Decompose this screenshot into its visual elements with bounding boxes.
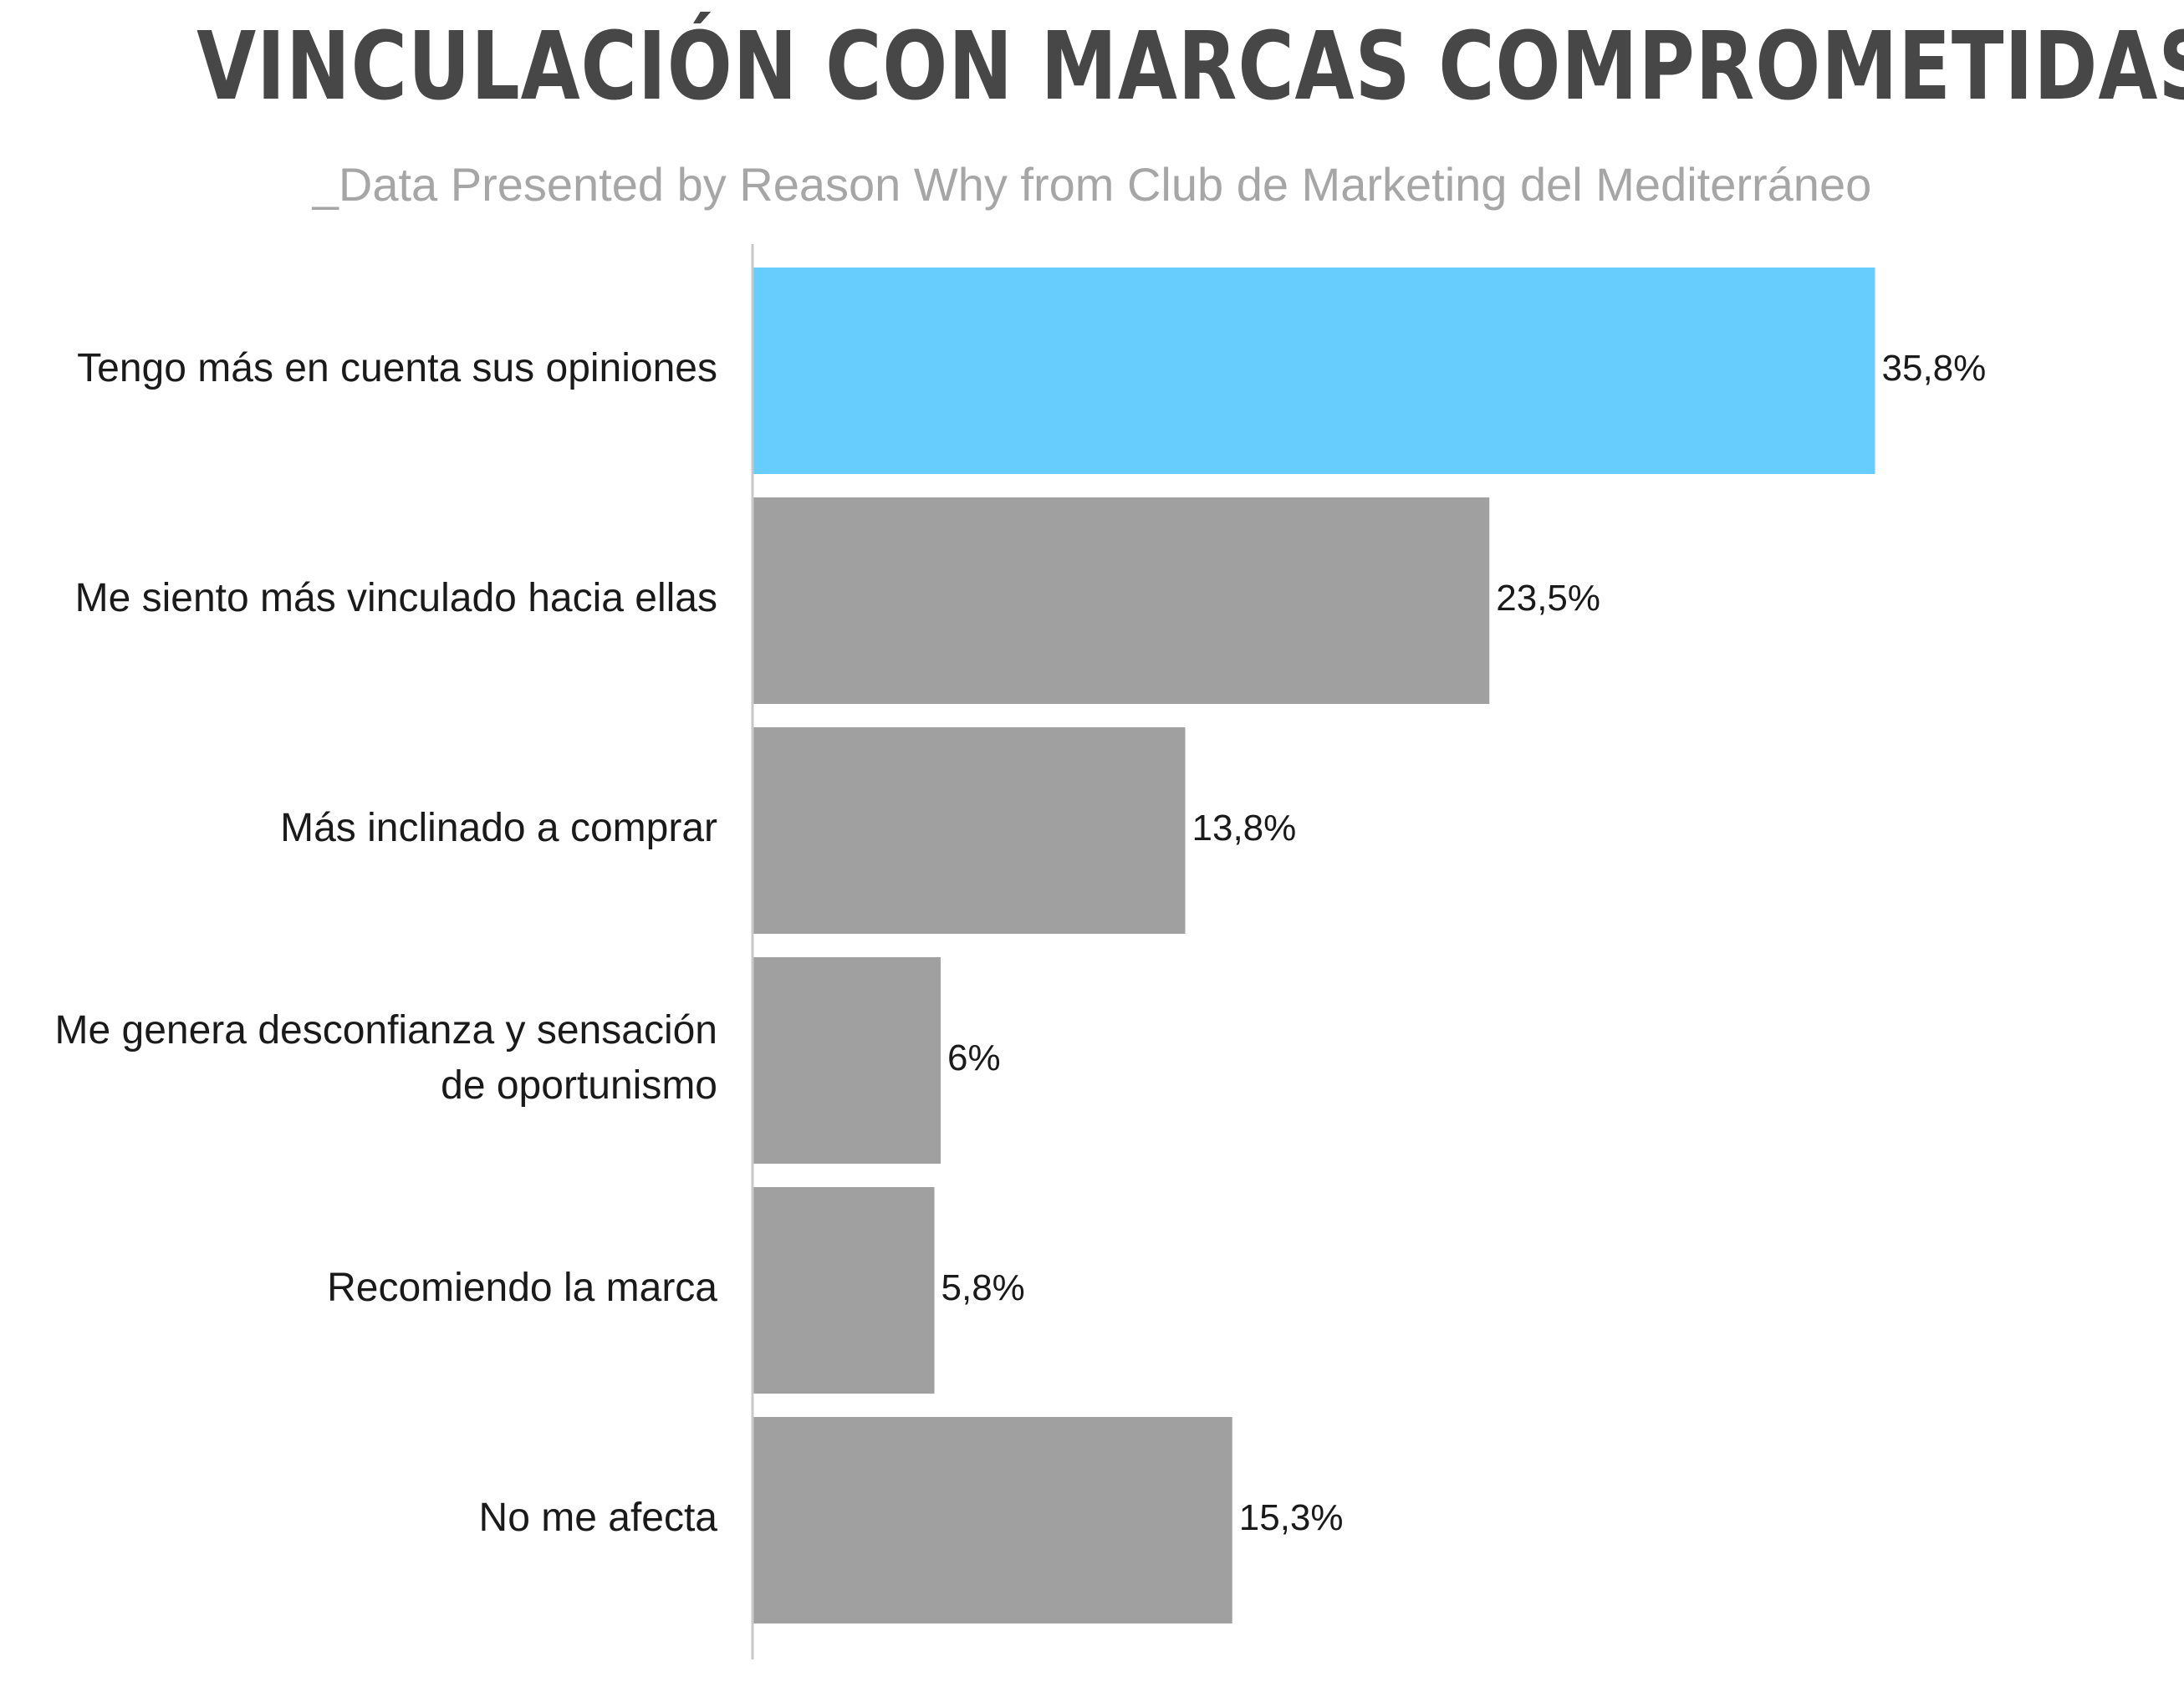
category-label-line: Me siento más vinculado hacia ellas	[75, 576, 717, 620]
bar-5	[753, 1417, 1232, 1623]
category-label-line: Tengo más en cuenta sus opiniones	[77, 346, 717, 390]
category-label-line: No me afecta	[479, 1496, 718, 1540]
category-label-line: Recomiendo la marca	[327, 1266, 717, 1310]
category-label-2: Más inclinado a comprar	[280, 806, 717, 850]
bar-4	[753, 1187, 935, 1394]
bar-1	[753, 497, 1490, 704]
value-label-3: 6%	[947, 1037, 1001, 1078]
chart-title: VINCULACIÓN CON MARCAS COMPROMETIDAS	[196, 13, 2184, 121]
category-label-5: No me afecta	[479, 1496, 718, 1540]
category-label-0: Tengo más en cuenta sus opiniones	[77, 346, 717, 390]
bar-2	[753, 727, 1186, 934]
value-label-0: 35,8%	[1882, 348, 1987, 389]
value-label-4: 5,8%	[941, 1267, 1025, 1308]
category-label-1: Me siento más vinculado hacia ellas	[75, 576, 717, 620]
category-label-line: de oportunismo	[441, 1063, 717, 1108]
value-label-1: 23,5%	[1496, 578, 1600, 619]
chart-subtitle: _Data Presented by Reason Why from Club …	[312, 158, 1872, 211]
bar-0	[753, 268, 1875, 474]
category-label-3: Me genera desconfianza y sensación de opo…	[55, 1008, 718, 1108]
bar-3	[753, 957, 941, 1164]
value-label-5: 15,3%	[1239, 1497, 1344, 1538]
value-label-2: 13,8%	[1192, 808, 1297, 849]
category-label-4: Recomiendo la marca	[327, 1266, 717, 1310]
labels-layer: 35,8% Tengo más en cuenta sus opiniones 23…	[55, 346, 1987, 1540]
category-label-line: Más inclinado a comprar	[280, 806, 717, 850]
category-label-line: Me genera desconfianza y sensación	[55, 1008, 718, 1053]
bars-layer	[753, 268, 1875, 1623]
